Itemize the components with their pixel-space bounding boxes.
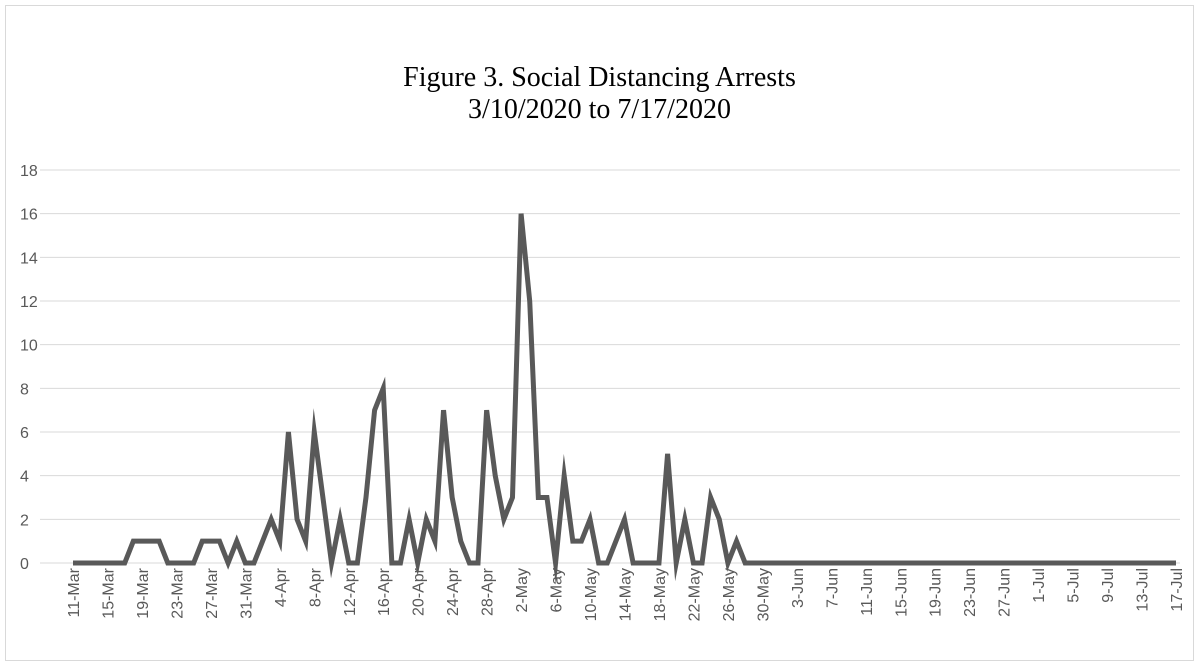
x-tick-label: 26-May bbox=[721, 568, 738, 621]
x-tick-label: 3-Jun bbox=[790, 568, 807, 608]
chart-frame bbox=[5, 5, 1194, 661]
x-tick-label: 19-Mar bbox=[135, 567, 152, 618]
x-tick-label: 14-May bbox=[618, 568, 635, 621]
gridlines bbox=[40, 169, 1180, 564]
series-layer bbox=[73, 213, 1176, 585]
x-tick-label: 2-May bbox=[514, 568, 531, 612]
y-axis-ticks: 0 2 4 6 8 10 12 14 16 18 bbox=[20, 163, 38, 573]
x-tick-label: 11-Mar bbox=[66, 567, 83, 617]
y-tick-label: 2 bbox=[20, 512, 29, 529]
x-tick-label: 8-Apr bbox=[307, 567, 324, 607]
y-tick-label: 10 bbox=[20, 338, 38, 355]
y-tick-label: 14 bbox=[20, 250, 38, 267]
x-tick-label: 20-Apr bbox=[411, 567, 428, 616]
x-tick-label: 7-Jun bbox=[824, 568, 841, 608]
x-tick-label: 9-Jul bbox=[1100, 568, 1117, 603]
y-tick-label: 6 bbox=[20, 425, 29, 442]
y-tick-label: 0 bbox=[20, 556, 29, 573]
arrests-series-line bbox=[73, 213, 1176, 585]
x-tick-label: 10-May bbox=[583, 568, 600, 621]
x-tick-label: 23-Mar bbox=[169, 567, 186, 618]
x-tick-label: 27-Jun bbox=[997, 568, 1014, 617]
chart-subtitle: 3/10/2020 to 7/17/2020 bbox=[468, 94, 731, 125]
x-tick-label: 15-Jun bbox=[893, 568, 910, 617]
y-tick-label: 18 bbox=[20, 163, 38, 180]
y-tick-label: 12 bbox=[20, 294, 38, 311]
x-tick-label: 4-Apr bbox=[273, 567, 290, 607]
x-tick-label: 13-Jul bbox=[1135, 568, 1152, 612]
y-tick-label: 16 bbox=[20, 207, 38, 224]
chart-title-line1: Figure 3. Social Distancing Arrests bbox=[403, 62, 796, 93]
x-tick-label: 24-Apr bbox=[445, 567, 462, 616]
x-tick-label: 31-Mar bbox=[238, 567, 255, 618]
chart-title: Figure 3. Social Distancing Arrests 3/10… bbox=[0, 62, 1199, 126]
y-tick-label: 8 bbox=[20, 381, 29, 398]
x-tick-label: 23-Jun bbox=[962, 568, 979, 617]
x-tick-label: 1-Jul bbox=[1031, 568, 1048, 603]
x-axis-ticks: 11-Mar 15-Mar 19-Mar 23-Mar 27-Mar 31-Mar 4-Ap… bbox=[66, 567, 1186, 621]
x-tick-label: 19-Jun bbox=[928, 568, 945, 617]
x-tick-label: 6-May bbox=[549, 568, 566, 612]
x-tick-label: 12-Apr bbox=[342, 567, 359, 616]
x-tick-label: 17-Jul bbox=[1169, 568, 1186, 612]
x-tick-label: 28-Apr bbox=[480, 567, 497, 616]
x-tick-label: 22-May bbox=[686, 568, 703, 621]
y-tick-label: 4 bbox=[20, 469, 29, 486]
x-tick-label: 30-May bbox=[755, 568, 772, 621]
x-tick-label: 15-Mar bbox=[100, 567, 117, 618]
x-tick-label: 27-Mar bbox=[204, 567, 221, 618]
x-tick-label: 16-Apr bbox=[376, 567, 393, 616]
x-tick-label: 5-Jul bbox=[1066, 568, 1083, 603]
x-tick-label: 11-Jun bbox=[859, 568, 876, 616]
x-tick-label: 18-May bbox=[652, 568, 669, 621]
